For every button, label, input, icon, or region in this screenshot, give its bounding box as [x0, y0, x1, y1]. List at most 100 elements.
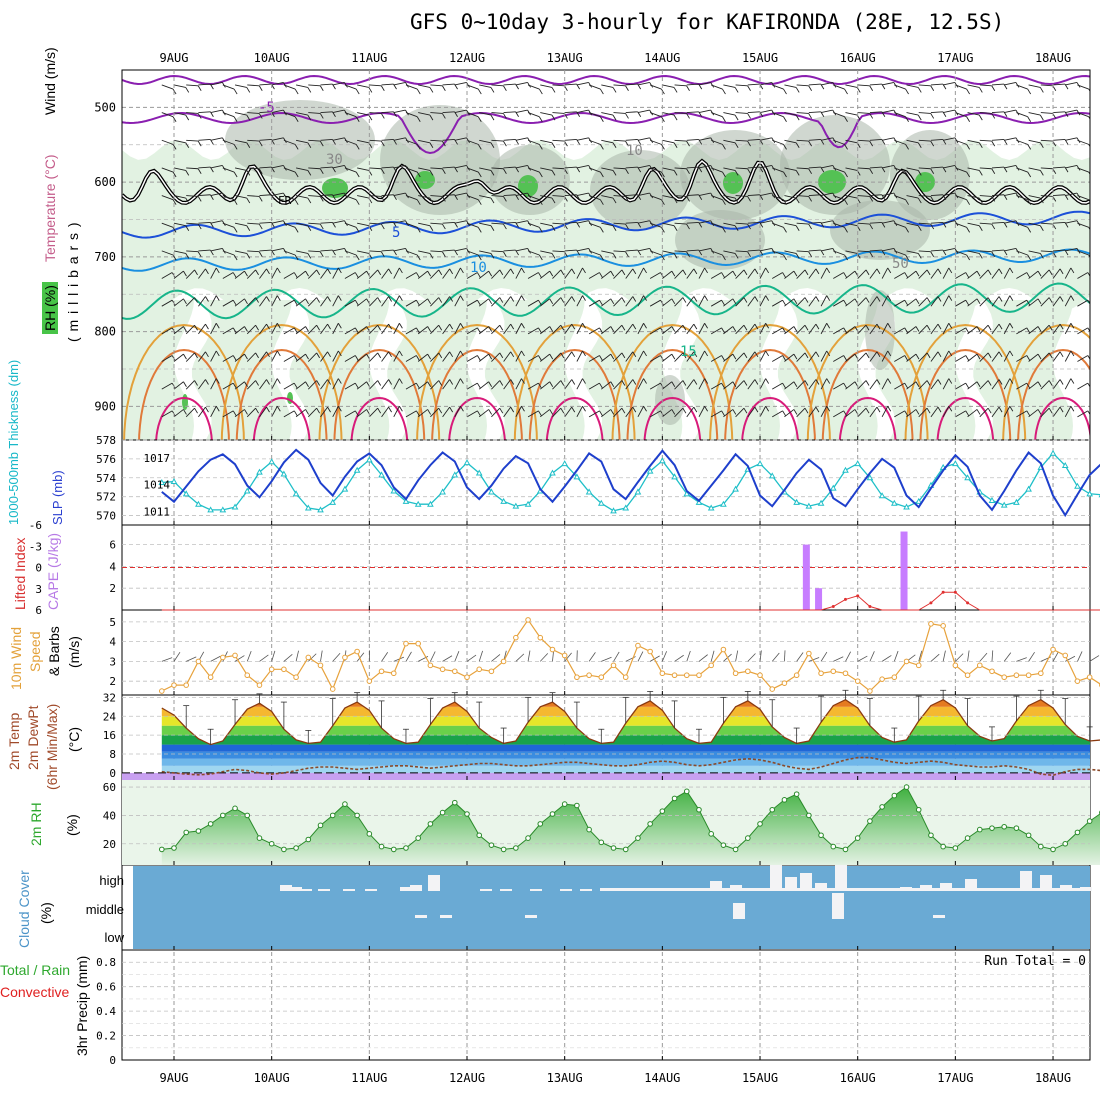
- wind-barb-flag: [682, 407, 687, 414]
- wind-barb: [271, 406, 278, 418]
- wind-barb: [613, 222, 626, 225]
- wind-barb: [405, 167, 418, 173]
- wind-barb: [747, 166, 760, 169]
- wind-barb-flag: [215, 295, 220, 301]
- wind-barb-flag: [438, 380, 443, 386]
- li-marker: [843, 597, 847, 601]
- wind-barb-flag: [560, 324, 565, 331]
- wind-barb-flag: [246, 225, 251, 231]
- wind-barb-flag: [734, 197, 739, 204]
- wind-barb-flag: [987, 380, 992, 386]
- wind-barb: [539, 298, 550, 307]
- wind-barb-flag: [1088, 254, 1090, 258]
- wind10-marker: [928, 621, 934, 627]
- wind-barb: [1028, 195, 1041, 199]
- wind-barb-flag: [865, 297, 870, 303]
- wind-barb: [246, 407, 256, 418]
- wind-barb: [1016, 222, 1028, 228]
- cape-tick: 2: [109, 582, 116, 595]
- wind10-barb: [796, 652, 804, 662]
- wind-barb-flag: [460, 406, 464, 412]
- temp-tick: 16: [103, 729, 116, 742]
- wind-barb: [1028, 409, 1039, 418]
- wind10-barb: [967, 650, 970, 662]
- wind-barb-flag: [499, 297, 504, 303]
- wind-barb: [1052, 194, 1066, 197]
- wind-barb: [295, 139, 308, 144]
- wind-barb: [918, 139, 931, 142]
- wind-barb: [1064, 323, 1072, 335]
- wind-barb: [796, 167, 809, 170]
- wind10-marker: [635, 642, 641, 649]
- wind-barb: [185, 269, 195, 279]
- wind-barb: [381, 268, 389, 279]
- wind-barb: [1016, 327, 1028, 335]
- thickness-marker: [756, 460, 764, 467]
- wind10-barb: [674, 654, 684, 662]
- wind-barb: [479, 84, 492, 88]
- wind-barb: [894, 272, 905, 279]
- wind-barb-flag: [844, 116, 848, 122]
- thickness-marker: [378, 471, 385, 478]
- wind-barb: [674, 269, 684, 279]
- isotherm-arch: [318, 323, 441, 440]
- slp-line: [161, 448, 1100, 518]
- wind-barb-flag: [782, 299, 787, 306]
- wind-barb-flag: [538, 410, 542, 417]
- wind-barb: [1004, 220, 1017, 224]
- rh-marker: [452, 799, 458, 806]
- wind-barb-flag: [172, 88, 177, 95]
- wind-barb: [430, 380, 440, 390]
- wind-barb-flag: [244, 353, 248, 360]
- cape-tick: 6: [109, 539, 116, 552]
- wind-barb-flag: [632, 323, 637, 330]
- wind-barb-flag: [722, 144, 726, 150]
- wind-barb: [808, 323, 817, 335]
- wind-barb-flag: [887, 406, 892, 412]
- wind10-marker: [818, 670, 824, 677]
- wind-barb-flag: [930, 168, 935, 174]
- wind10-barb: [808, 657, 820, 662]
- wind-barb: [1016, 84, 1028, 90]
- wind-barb: [1016, 167, 1028, 173]
- wind-barb-flag: [869, 113, 874, 119]
- wind-barb-flag: [1027, 227, 1032, 233]
- wind-barb: [613, 352, 623, 362]
- wind-barb: [967, 353, 978, 362]
- wind-barb: [515, 350, 522, 362]
- wind-barb-flag: [978, 197, 983, 204]
- wind-barb-flag: [438, 324, 443, 331]
- wind10-marker: [903, 658, 910, 665]
- wind-barb-flag: [427, 381, 432, 388]
- wind-barb: [1052, 323, 1061, 335]
- cloud-mid-bar: [733, 903, 745, 919]
- li-marker: [856, 594, 860, 598]
- wind-barb: [417, 298, 428, 307]
- wind-barb: [405, 299, 417, 307]
- wind-barb: [930, 249, 943, 252]
- wind-barb-flag: [991, 196, 996, 202]
- wind-barb-flag: [232, 272, 237, 278]
- wind-barb-flag: [793, 409, 798, 415]
- thickness-marker: [988, 496, 996, 503]
- wind-barb-flag: [503, 113, 507, 119]
- rh-marker: [952, 845, 959, 851]
- wind-barb: [747, 249, 760, 252]
- thickness-marker: [1086, 490, 1094, 497]
- wind-barb-flag: [294, 171, 299, 178]
- wind-barb-flag: [905, 88, 909, 95]
- wind-barb: [637, 109, 650, 114]
- wind-barb-flag: [1039, 87, 1044, 93]
- wind10-barb: [930, 653, 940, 662]
- wind-barb: [430, 352, 440, 362]
- wind-barb-flag: [1088, 144, 1090, 148]
- rh-marker: [806, 812, 812, 819]
- wind-barb-flag: [671, 381, 676, 388]
- wind-barb: [894, 382, 905, 390]
- wind-barb: [454, 247, 467, 252]
- contour-label-0: -5: [258, 100, 275, 116]
- rh-patch: [380, 105, 500, 215]
- wind-barb-flag: [399, 267, 403, 274]
- cloud-high-bar: [343, 889, 355, 891]
- wind-barb: [625, 268, 634, 279]
